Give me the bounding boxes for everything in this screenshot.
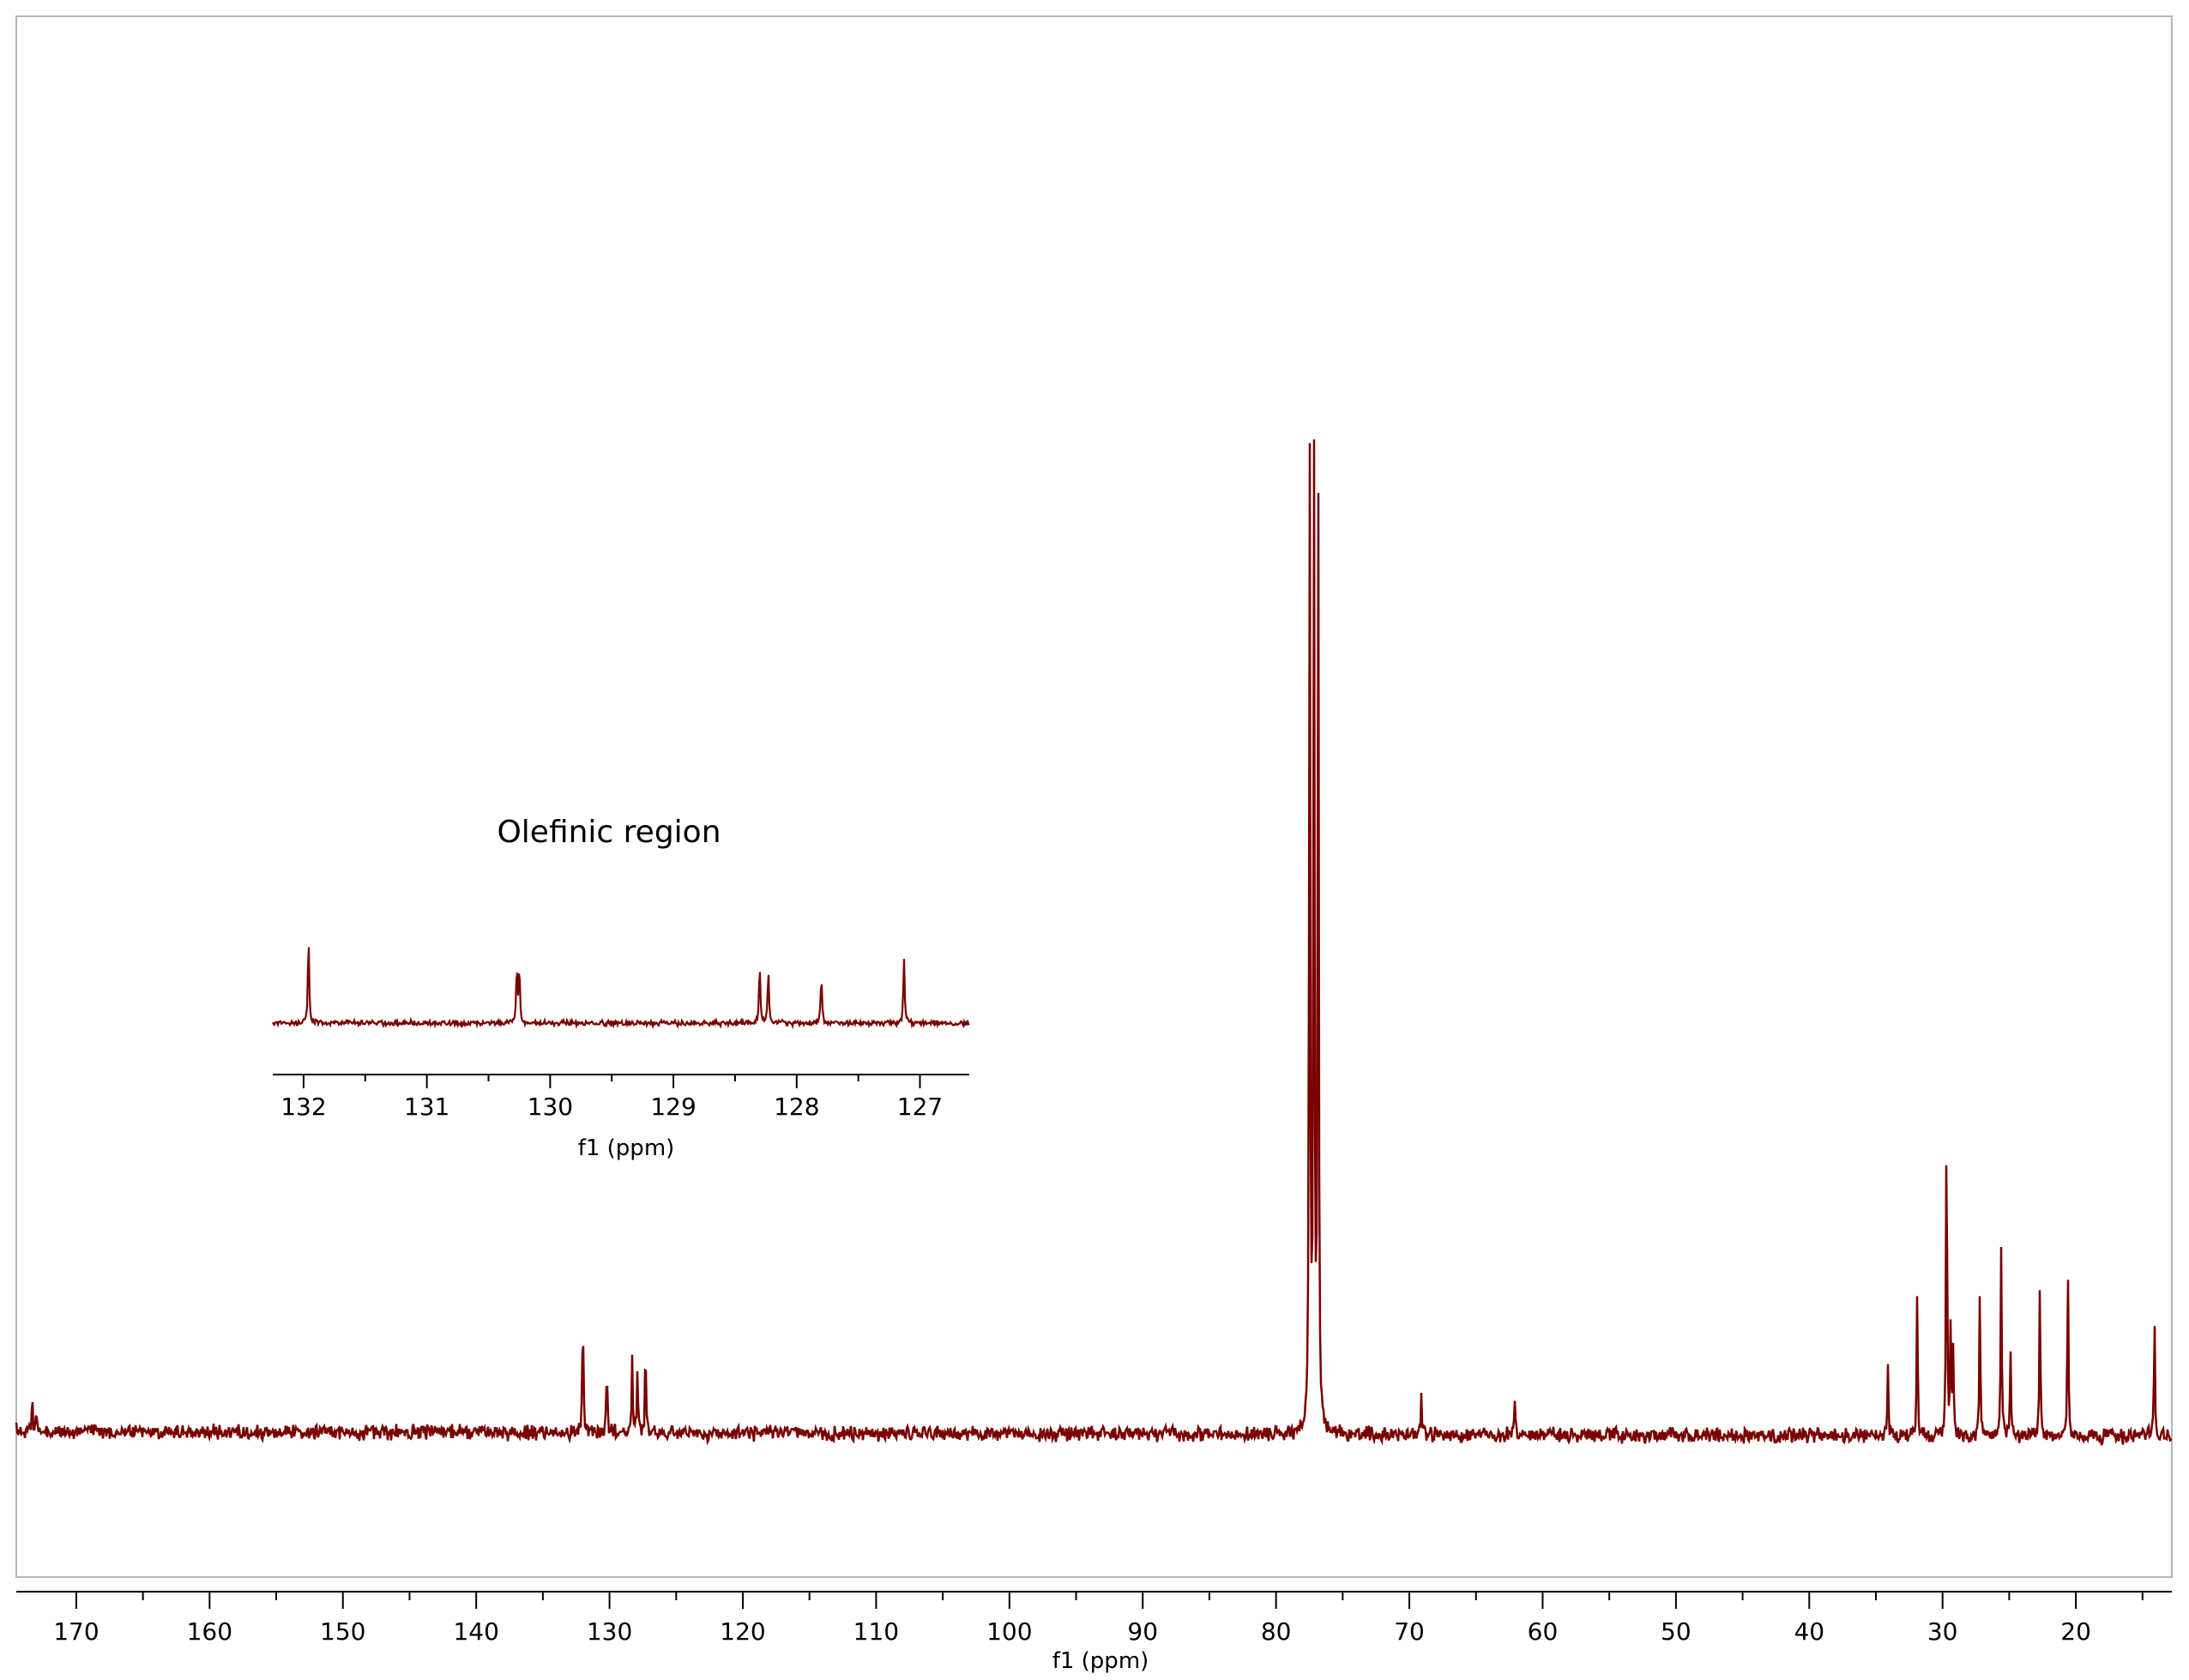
inset-spectrum-line [272, 947, 970, 1030]
x-axis-tick-label: 170 [53, 1617, 99, 1646]
x-axis-tick-label: 20 [2060, 1617, 2091, 1646]
inset-title: Olefinic region [497, 815, 721, 850]
x-axis-tick-label: 50 [1661, 1617, 1692, 1646]
inset-x-axis-ticks: 132 131 130 129 128 127 [280, 1075, 943, 1121]
inset-x-axis-title: f1 (ppm) [578, 1135, 675, 1161]
inset-x-axis-tick-label: 132 [280, 1093, 326, 1121]
x-axis-tick-label: 30 [1927, 1617, 1958, 1646]
x-axis-tick-label: 140 [453, 1617, 498, 1646]
x-axis-tick-label: 150 [320, 1617, 365, 1646]
main-plot: 170 160 150 140 130 120 110 100 90 80 70 60 50 40 30 20… [15, 439, 2172, 1674]
x-axis-title: f1 (ppm) [1052, 1648, 1149, 1674]
inset-x-axis-tick-label: 128 [774, 1093, 819, 1121]
x-axis-ticks: 170 160 150 140 130 120 110 100 90 80 70 60 50 40 30 20 [53, 1592, 2144, 1646]
x-axis-tick-label: 130 [587, 1617, 632, 1646]
plot-frame [15, 15, 2173, 1578]
inset-x-axis-tick-label: 130 [528, 1093, 573, 1121]
inset-x-axis-tick-label: 131 [404, 1093, 449, 1121]
x-axis-tick-label: 120 [720, 1617, 765, 1646]
x-axis-tick-label: 80 [1261, 1617, 1292, 1646]
spectrum-line [15, 439, 2172, 1446]
x-axis-tick-label: 100 [986, 1617, 1032, 1646]
inset-x-axis-tick-label: 129 [650, 1093, 696, 1121]
x-axis-tick-label: 90 [1127, 1617, 1158, 1646]
x-axis-tick-label: 40 [1794, 1617, 1824, 1646]
x-axis-tick-label: 160 [187, 1617, 232, 1646]
inset-x-axis-tick-label: 127 [897, 1093, 943, 1121]
inset-plot: Olefinic region 132 131 130 129 128 127 f1 (p… [272, 815, 970, 1161]
x-axis-tick-label: 110 [853, 1617, 899, 1646]
x-axis-tick-label: 70 [1394, 1617, 1425, 1646]
x-axis-tick-label: 60 [1528, 1617, 1559, 1646]
